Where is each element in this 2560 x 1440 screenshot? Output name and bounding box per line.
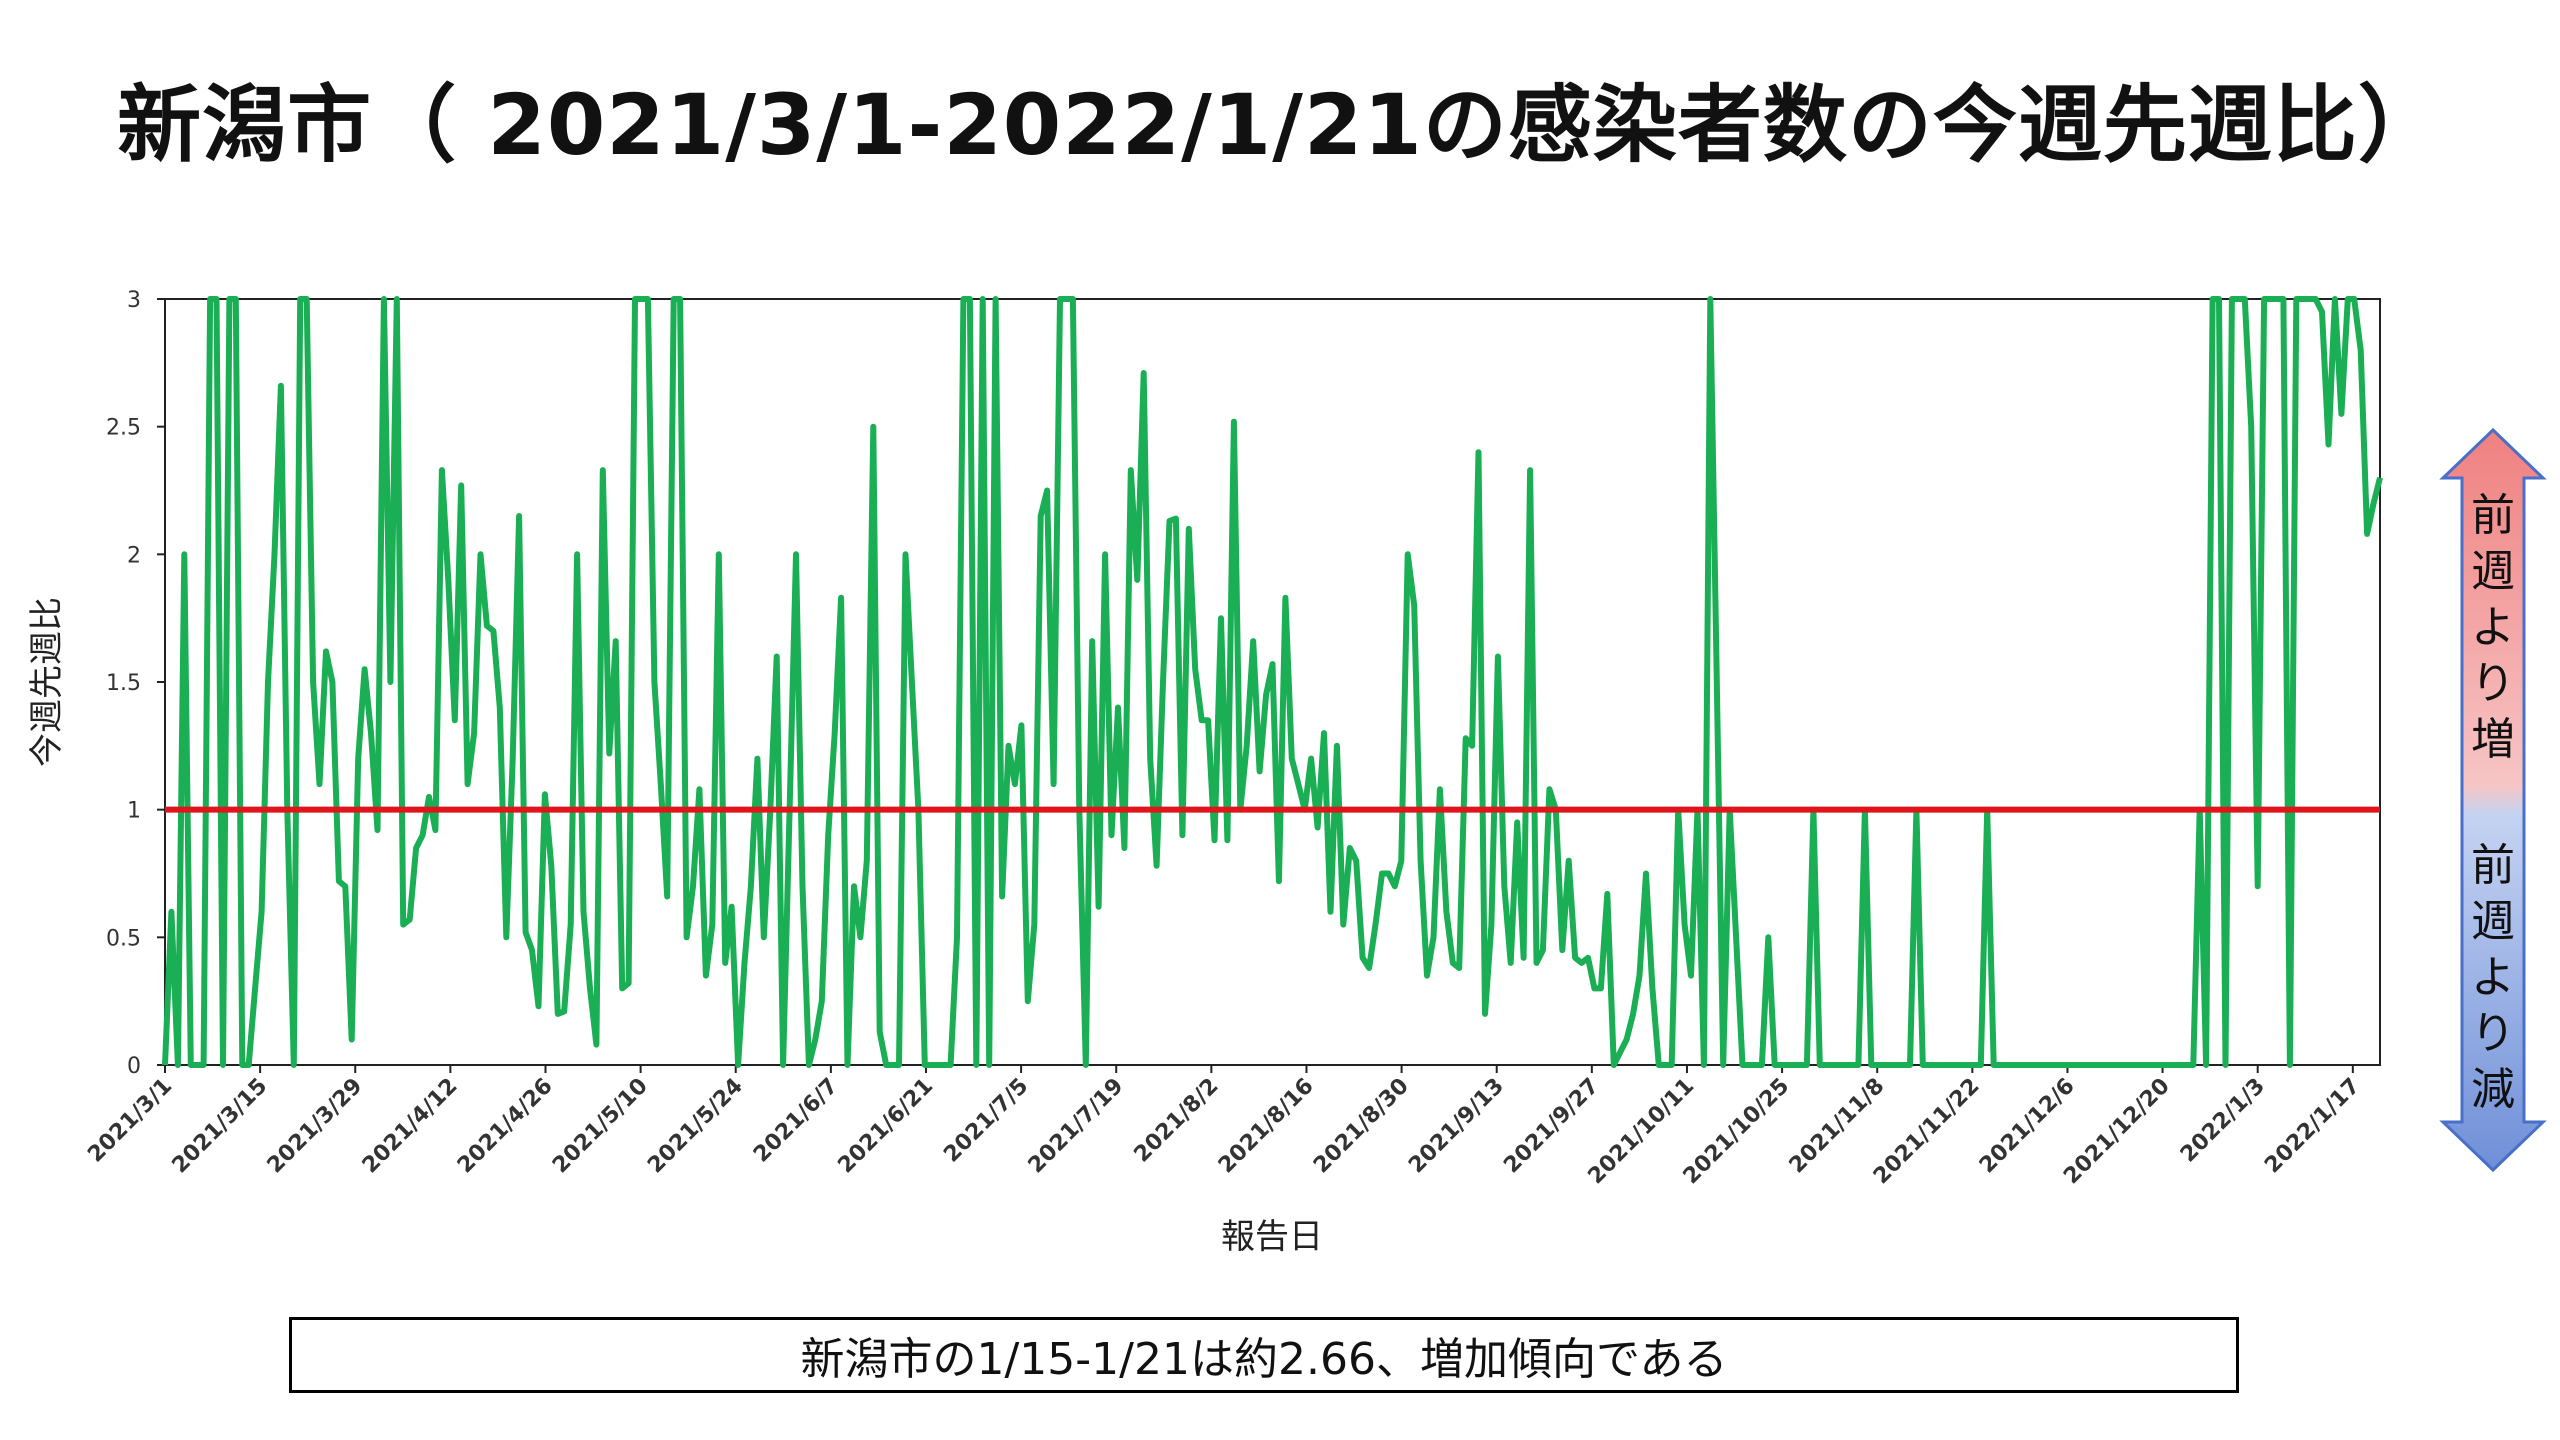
arrow-label-char: 増 [2471, 714, 2515, 765]
y-tick-label: 1.5 [106, 671, 141, 696]
double-arrow-icon [2439, 427, 2547, 1173]
y-tick-label: 2.5 [106, 416, 141, 441]
x-tick-label: 2021/11/8 [1785, 1074, 1890, 1179]
x-tick-label: 2021/6/21 [833, 1074, 938, 1179]
x-tick-label: 2021/7/5 [939, 1074, 1033, 1168]
x-axis-ticks: 2021/3/12021/3/152021/3/292021/4/122021/… [83, 1065, 2365, 1189]
arrow-label-char: り [2471, 658, 2515, 709]
summary-text: 新潟市の1/15-1/21は約2.66、増加傾向である [800, 1334, 1728, 1385]
x-tick-label: 2021/8/30 [1309, 1074, 1414, 1179]
y-tick-label: 2 [127, 543, 141, 568]
x-tick-label: 2021/4/12 [358, 1074, 463, 1179]
x-tick-label: 2021/5/10 [548, 1074, 653, 1179]
x-tick-label: 2021/9/13 [1404, 1074, 1509, 1179]
arrow-label-char: り [2471, 1008, 2515, 1059]
series-line [162, 296, 2383, 1068]
arrow-label-char: よ [2471, 952, 2515, 1003]
arrow-label-char: 週 [2471, 546, 2515, 597]
x-tick-label: 2021/3/1 [83, 1074, 177, 1168]
y-tick-label: 0.5 [106, 926, 141, 951]
x-tick-label: 2022/1/3 [2176, 1074, 2270, 1168]
y-tick-label: 0 [127, 1054, 141, 1079]
arrow-label-char: 前 [2471, 490, 2515, 541]
y-tick-label: 1 [127, 799, 141, 824]
x-tick-label: 2021/5/24 [643, 1074, 748, 1179]
plot-frame [164, 298, 2381, 1066]
x-tick-label: 2021/4/26 [453, 1074, 558, 1179]
x-axis-title: 報告日 [1221, 1217, 1323, 1257]
summary-box: 新潟市の1/15-1/21は約2.66、増加傾向である [289, 1317, 2239, 1393]
page-title: 新潟市（ 2021/3/1-2022/1/21の感染者数の今週先週比） [117, 76, 2443, 174]
x-tick-label: 2021/6/7 [749, 1074, 843, 1168]
x-tick-label: 2021/12/6 [1975, 1074, 2080, 1179]
x-tick-label: 2021/9/27 [1499, 1074, 1604, 1179]
x-tick-label: 2021/3/15 [168, 1074, 273, 1179]
arrow-label-char: よ [2471, 602, 2515, 653]
arrow-label-char: 週 [2471, 896, 2515, 947]
x-tick-label: 2021/8/2 [1130, 1074, 1224, 1168]
y-axis-title: 今週先週比 [27, 597, 67, 767]
arrow-label-char: 減 [2471, 1064, 2515, 1115]
x-tick-label: 2021/3/29 [263, 1074, 368, 1179]
x-tick-label: 2021/7/19 [1024, 1074, 1129, 1179]
arrow-label-char: 前 [2471, 840, 2515, 891]
x-tick-label: 2022/1/17 [2260, 1074, 2365, 1179]
y-axis-ticks: 0 0.5 1 1.5 2 2.5 3 [106, 288, 165, 1079]
y-tick-label: 3 [127, 288, 141, 313]
x-tick-label: 2021/8/16 [1214, 1074, 1319, 1179]
